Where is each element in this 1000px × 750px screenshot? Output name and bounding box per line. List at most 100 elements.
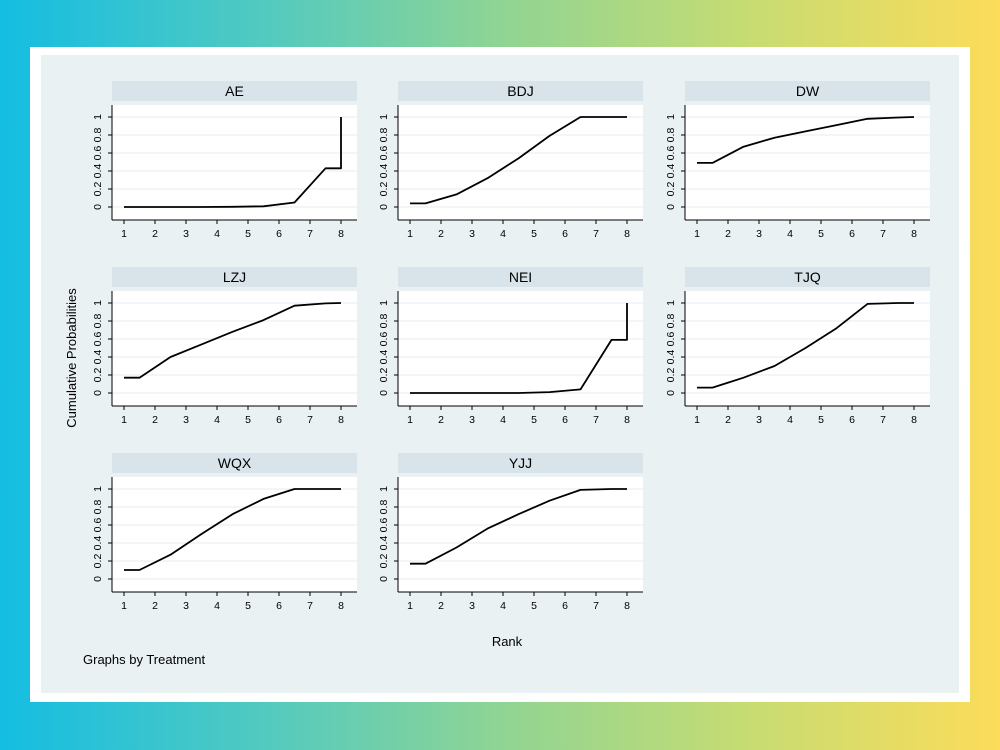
x-tick-label: 8 — [911, 414, 917, 426]
panel-plot-region-dw — [685, 105, 930, 220]
x-tick-label: 5 — [531, 414, 537, 426]
y-tick-label: 0.4 — [92, 350, 104, 365]
y-tick-label: 0.6 — [378, 146, 390, 161]
y-tick-label: 0 — [378, 390, 390, 396]
series-line-lzj — [124, 302, 342, 379]
panel-plot-region-yjj — [398, 477, 643, 592]
x-tick-label: 6 — [849, 228, 855, 240]
x-tick-label: 1 — [694, 414, 700, 426]
panel-plot-region-nei — [398, 291, 643, 406]
y-tick-label: 0.8 — [378, 500, 390, 515]
x-tick-label: 4 — [214, 414, 220, 426]
x-tick-label: 6 — [276, 600, 282, 612]
y-tick-label: 0.8 — [92, 500, 104, 515]
series-line-ae — [124, 117, 342, 208]
x-tick-label: 3 — [183, 414, 189, 426]
x-tick-label: 2 — [725, 414, 731, 426]
x-tick-label: 2 — [152, 228, 158, 240]
y-tick-label: 0.4 — [665, 164, 677, 179]
x-tick-label: 7 — [307, 414, 313, 426]
y-tick-label: 0.2 — [665, 182, 677, 197]
y-tick-label: 0.6 — [378, 332, 390, 347]
x-tick-label: 4 — [787, 414, 793, 426]
y-tick-label: 0.6 — [665, 146, 677, 161]
x-tick-label: 7 — [593, 414, 599, 426]
panel-plot-region-lzj — [112, 291, 357, 406]
x-tick-label: 7 — [307, 600, 313, 612]
y-tick-label: 0.4 — [378, 164, 390, 179]
y-tick-label: 0 — [92, 576, 104, 582]
graphs-by-note: Graphs by Treatment — [83, 652, 205, 667]
x-tick-label: 2 — [152, 414, 158, 426]
x-tick-label: 4 — [500, 228, 506, 240]
x-tick-label: 6 — [276, 228, 282, 240]
x-tick-label: 8 — [338, 228, 344, 240]
x-tick-label: 3 — [469, 228, 475, 240]
y-tick-label: 0.2 — [92, 182, 104, 197]
x-tick-label: 1 — [121, 228, 127, 240]
y-tick-label: 0 — [92, 204, 104, 210]
series-line-tjq — [697, 302, 914, 389]
x-tick-label: 1 — [407, 228, 413, 240]
x-tick-label: 8 — [624, 228, 630, 240]
y-tick-label: 0.6 — [92, 146, 104, 161]
y-tick-label: 0.4 — [378, 350, 390, 365]
x-tick-label: 3 — [756, 228, 762, 240]
panel-title-dw: DW — [796, 83, 820, 99]
y-tick-label: 0.2 — [378, 368, 390, 383]
series-line-wqx — [124, 488, 341, 571]
y-tick-label: 0.6 — [378, 518, 390, 533]
x-axis-title: Rank — [492, 634, 523, 649]
x-tick-label: 5 — [818, 414, 824, 426]
x-tick-label: 7 — [880, 228, 886, 240]
x-tick-label: 1 — [694, 228, 700, 240]
panel-title-lzj: LZJ — [223, 269, 246, 285]
y-tick-label: 1 — [665, 300, 677, 306]
x-tick-label: 5 — [245, 228, 251, 240]
x-tick-label: 4 — [500, 600, 506, 612]
x-tick-label: 5 — [818, 228, 824, 240]
panel-title-ae: AE — [225, 83, 244, 99]
y-tick-label: 1 — [92, 114, 104, 120]
x-tick-label: 3 — [183, 600, 189, 612]
y-tick-label: 0.4 — [92, 536, 104, 551]
x-tick-label: 8 — [338, 600, 344, 612]
y-tick-label: 1 — [665, 114, 677, 120]
y-axis-title: Cumulative Probabilities — [64, 288, 79, 428]
panel-header-wqx — [112, 453, 357, 473]
x-tick-label: 1 — [121, 600, 127, 612]
y-tick-label: 0.6 — [92, 332, 104, 347]
panel-title-nei: NEI — [509, 269, 532, 285]
x-tick-label: 1 — [121, 414, 127, 426]
x-tick-label: 7 — [593, 600, 599, 612]
y-tick-label: 0.2 — [378, 554, 390, 569]
y-tick-label: 0.6 — [665, 332, 677, 347]
y-tick-label: 1 — [92, 486, 104, 492]
y-tick-label: 1 — [378, 300, 390, 306]
x-tick-label: 6 — [849, 414, 855, 426]
y-tick-label: 0.8 — [92, 314, 104, 329]
x-tick-label: 2 — [438, 414, 444, 426]
x-tick-label: 4 — [500, 414, 506, 426]
y-tick-label: 0.8 — [378, 314, 390, 329]
x-tick-label: 4 — [214, 228, 220, 240]
y-tick-label: 0.2 — [92, 554, 104, 569]
panel-header-lzj — [112, 267, 357, 287]
y-tick-label: 0 — [665, 204, 677, 210]
x-tick-label: 5 — [531, 600, 537, 612]
y-tick-label: 0.8 — [665, 128, 677, 143]
panel-plot-region-ae — [112, 105, 357, 220]
y-tick-label: 0 — [92, 390, 104, 396]
y-tick-label: 1 — [378, 486, 390, 492]
panel-plot-region-wqx — [112, 477, 357, 592]
panel-header-nei — [398, 267, 643, 287]
panel-title-bdj: BDJ — [507, 83, 533, 99]
y-tick-label: 0.2 — [665, 368, 677, 383]
y-tick-label: 0.8 — [665, 314, 677, 329]
panel-header-ae — [112, 81, 357, 101]
x-tick-label: 2 — [438, 228, 444, 240]
panel-title-yjj: YJJ — [509, 455, 532, 471]
x-tick-label: 6 — [562, 414, 568, 426]
x-tick-label: 2 — [725, 228, 731, 240]
